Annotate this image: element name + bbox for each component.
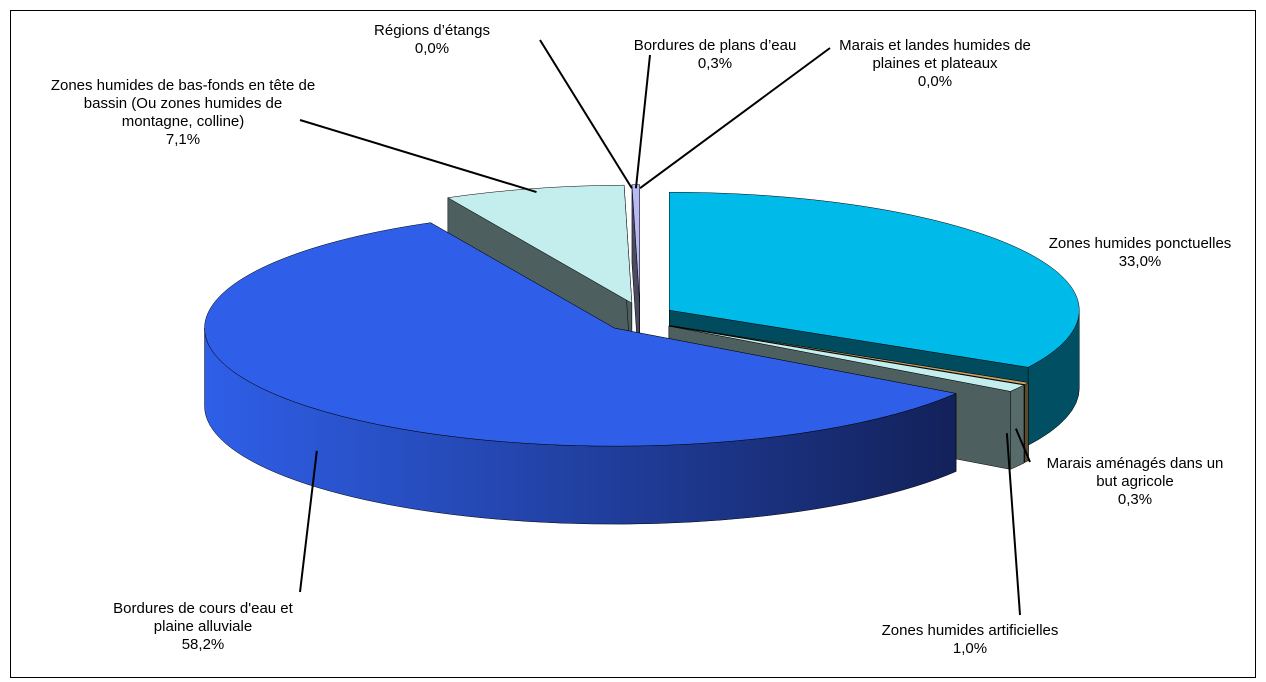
- category-name: Marais et landes humides de plaines et p…: [839, 37, 1031, 72]
- slice-label: Régions d’étangs 0,0%: [332, 22, 532, 58]
- category-name: Bordures de cours d'eau et plaine alluvi…: [113, 600, 293, 635]
- slice-label: Bordures de cours d'eau et plaine alluvi…: [103, 600, 303, 654]
- value-label: 7,1%: [165, 131, 201, 148]
- value-label: 0,0%: [917, 73, 953, 90]
- category-name: Marais aménagés dans un but agricole: [1046, 455, 1224, 490]
- slice-top: [204, 222, 957, 447]
- category-name: Zones humides artificielles: [881, 622, 1059, 639]
- value-label: 0,3%: [1117, 491, 1153, 508]
- leader-line: [539, 39, 633, 189]
- slice-label: Marais et landes humides de plaines et p…: [820, 37, 1050, 91]
- slice-top: [669, 191, 1080, 368]
- slice-top: [669, 325, 1030, 385]
- chart-frame: [10, 10, 1256, 678]
- leader-line: [299, 119, 537, 193]
- slice-side: [1010, 384, 1025, 470]
- slice-top: [447, 184, 633, 304]
- category-name: Régions d’étangs: [374, 22, 490, 39]
- slice-label: Zones humides ponctuelles 33,0%: [1020, 235, 1260, 271]
- pie-slice: [204, 222, 957, 525]
- leader-line: [299, 450, 318, 593]
- slice-label: Zones humides de bas-fonds en tête de ba…: [48, 77, 318, 149]
- value-label: 33,0%: [1118, 253, 1162, 270]
- leader-line: [639, 47, 831, 190]
- value-label: 0,3%: [697, 55, 733, 72]
- slice-top: [668, 325, 1025, 392]
- category-name: Zones humides ponctuelles: [1048, 235, 1232, 252]
- leader-line: [1005, 433, 1021, 616]
- leader-line: [634, 54, 651, 189]
- slice-label: Bordures de plans d’eau 0,3%: [595, 37, 835, 73]
- leader-line: [1014, 428, 1031, 463]
- slice-label: Marais aménagés dans un but agricole 0,3%: [1035, 455, 1235, 509]
- category-name: Zones humides de bas-fonds en tête de ba…: [50, 77, 316, 130]
- category-name: Bordures de plans d’eau: [633, 37, 797, 54]
- value-label: 1,0%: [952, 640, 988, 657]
- value-label: 58,2%: [181, 636, 225, 653]
- value-label: 0,0%: [414, 40, 450, 57]
- slice-label: Zones humides artificielles 1,0%: [840, 622, 1100, 658]
